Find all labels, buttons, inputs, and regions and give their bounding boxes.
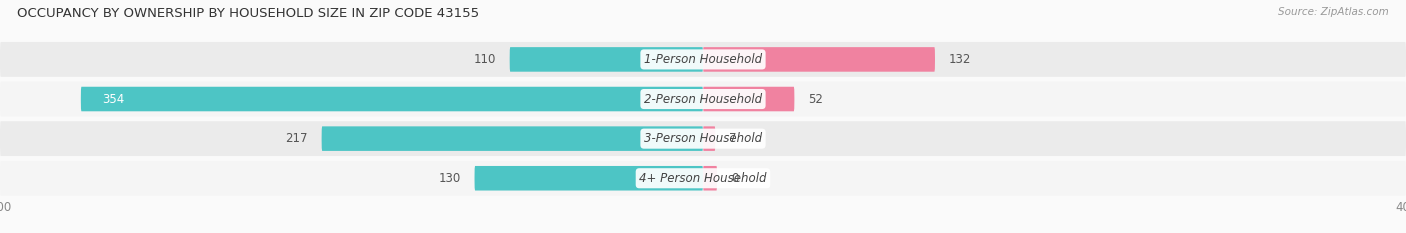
Text: 4+ Person Household: 4+ Person Household xyxy=(640,172,766,185)
Text: OCCUPANCY BY OWNERSHIP BY HOUSEHOLD SIZE IN ZIP CODE 43155: OCCUPANCY BY OWNERSHIP BY HOUSEHOLD SIZE… xyxy=(17,7,479,20)
Text: 354: 354 xyxy=(101,93,124,106)
FancyBboxPatch shape xyxy=(509,47,703,72)
FancyBboxPatch shape xyxy=(475,166,703,191)
Text: 7: 7 xyxy=(730,132,737,145)
Text: 52: 52 xyxy=(808,93,824,106)
Text: 130: 130 xyxy=(439,172,461,185)
Text: 217: 217 xyxy=(285,132,308,145)
Text: Source: ZipAtlas.com: Source: ZipAtlas.com xyxy=(1278,7,1389,17)
FancyBboxPatch shape xyxy=(0,121,1406,156)
FancyBboxPatch shape xyxy=(82,87,703,111)
FancyBboxPatch shape xyxy=(0,42,1406,77)
FancyBboxPatch shape xyxy=(703,126,716,151)
Text: 3-Person Household: 3-Person Household xyxy=(644,132,762,145)
Text: 0: 0 xyxy=(731,172,738,185)
FancyBboxPatch shape xyxy=(703,47,935,72)
FancyBboxPatch shape xyxy=(703,87,794,111)
Text: 110: 110 xyxy=(474,53,496,66)
Text: 132: 132 xyxy=(949,53,972,66)
FancyBboxPatch shape xyxy=(703,166,717,191)
Text: 1-Person Household: 1-Person Household xyxy=(644,53,762,66)
FancyBboxPatch shape xyxy=(322,126,703,151)
FancyBboxPatch shape xyxy=(0,82,1406,116)
FancyBboxPatch shape xyxy=(0,161,1406,196)
Text: 2-Person Household: 2-Person Household xyxy=(644,93,762,106)
